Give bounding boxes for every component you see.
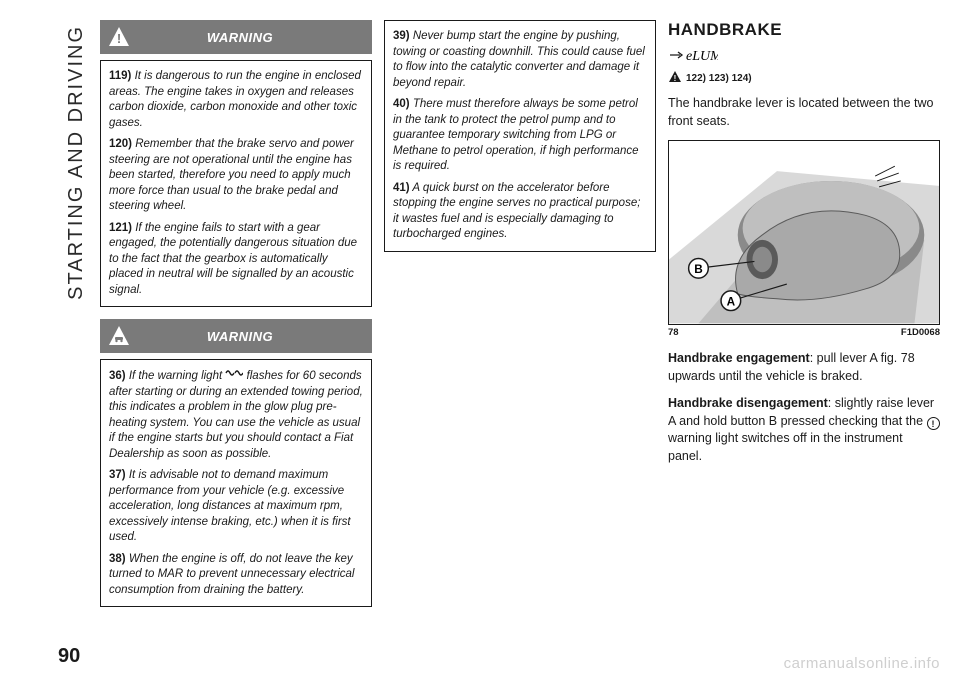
item-text: It is dangerous to run the engine in enc… [109,70,361,129]
item-num: 36) [109,370,126,382]
item-num: 38) [109,553,126,565]
handbrake-illustration: B A [669,141,939,324]
svg-text:B: B [694,263,703,276]
figure-code: F1D0068 [901,327,940,338]
item-num: 121) [109,222,132,234]
engagement-label: Handbrake engagement [668,351,810,365]
warning-triangle-icon: ! [106,24,132,50]
warning-car-icon [106,323,132,349]
disengagement-paragraph: Handbrake disengagement: slightly raise … [668,395,940,465]
item-text: A quick burst on the accelerator before … [393,182,640,241]
hand-pointing-icon: eLUM [668,46,940,64]
item-text: When the engine is off, do not leave the… [109,553,354,596]
warning-header-1: ! WARNING [100,20,372,54]
warning-ref-numbers: 122) 123) 124) [686,73,752,84]
item-text: If the engine fails to start with a gear… [109,222,357,296]
item-num: 39) [393,30,410,42]
item-num: 41) [393,182,410,194]
warning-box-3: 39) Never bump start the engine by pushi… [384,20,656,252]
glow-plug-icon [225,368,243,384]
disengagement-text-post: warning light switches off in the instru… [668,431,903,463]
column-3: HANDBRAKE eLUM ! 122) 123) 124) The hand… [668,20,940,666]
warning-box-1: 119) It is dangerous to run the engine i… [100,60,372,307]
handbrake-figure: B A [668,140,940,325]
item-num: 119) [109,70,131,82]
page-content: ! WARNING 119) It is dangerous to run th… [60,20,940,666]
svg-text:A: A [727,296,736,309]
disengagement-label: Handbrake disengagement [668,396,828,410]
warning-title-2: WARNING [140,329,340,344]
warning-box-2: 36) If the warning light flashes for 60 … [100,359,372,607]
item-text: Remember that the brake servo and power … [109,138,354,212]
warning-title-1: WARNING [140,30,340,45]
figure-caption: 78 F1D0068 [668,327,940,338]
warning-refs: ! 122) 123) 124) [668,70,940,87]
item-num: 40) [393,98,410,110]
item-text-pre: If the warning light [129,370,226,382]
handbrake-warning-light-icon: ! [927,417,940,430]
item-text: It is advisable not to demand maximum pe… [109,469,351,543]
handbrake-intro: The handbrake lever is located between t… [668,95,940,130]
column-2: 39) Never bump start the engine by pushi… [384,20,656,666]
warning-small-icon: ! [668,70,682,87]
warning-header-2: WARNING [100,319,372,353]
figure-number: 78 [668,327,679,338]
svg-text:!: ! [117,31,121,46]
svg-text:eLUM: eLUM [686,49,718,64]
item-text: There must therefore always be some petr… [393,98,638,172]
item-text: Never bump start the engine by pushing, … [393,30,645,89]
column-1: ! WARNING 119) It is dangerous to run th… [100,20,372,666]
svg-text:!: ! [674,74,677,83]
handbrake-heading: HANDBRAKE [668,20,940,40]
item-num: 37) [109,469,126,481]
item-num: 120) [109,138,132,150]
engagement-paragraph: Handbrake engagement: pull lever A fig. … [668,350,940,385]
